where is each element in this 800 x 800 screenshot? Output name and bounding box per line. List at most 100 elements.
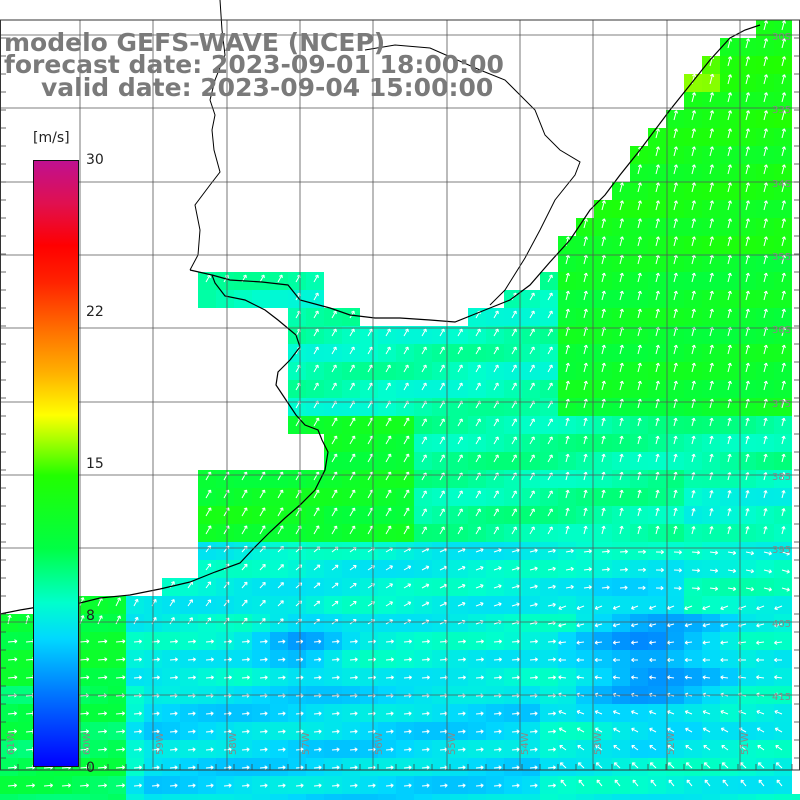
- wind-cell: [594, 524, 612, 542]
- wind-cell: [702, 380, 720, 398]
- wind-cell: [684, 542, 702, 560]
- wind-arrow: [781, 435, 786, 445]
- wind-cell: [666, 488, 684, 506]
- wind-arrow: [709, 568, 719, 573]
- wind-cell: [558, 740, 576, 758]
- wind-arrow: [601, 507, 606, 517]
- wind-cell: [666, 506, 684, 524]
- wind-cell: [306, 794, 324, 800]
- wind-cell: [630, 434, 648, 452]
- wind-cell: [702, 164, 720, 182]
- wind-cell: [702, 794, 720, 800]
- wind-cell: [414, 632, 432, 650]
- wind-cell: [234, 794, 252, 800]
- wind-cell: [576, 596, 594, 614]
- lat-label: 395: [772, 545, 791, 556]
- wind-arrow: [763, 164, 769, 175]
- wind-cell: [630, 398, 648, 416]
- wind-cell: [720, 614, 738, 632]
- colorbar-tick-30: 30: [86, 152, 104, 168]
- wind-cell: [162, 722, 180, 740]
- wind-arrow: [421, 436, 427, 445]
- wind-cell: [720, 290, 738, 308]
- wind-cell: [648, 236, 666, 254]
- wind-arrow: [691, 236, 697, 247]
- wind-arrow: [781, 236, 787, 247]
- wind-arrow: [763, 20, 769, 31]
- wind-cell: [0, 632, 18, 650]
- wind-cell: [576, 524, 594, 542]
- wind-arrow: [673, 453, 678, 463]
- wind-cell: [738, 506, 756, 524]
- wind-arrow: [745, 308, 750, 319]
- wind-arrow: [781, 344, 786, 355]
- wind-cell: [486, 722, 504, 740]
- wind-arrow: [709, 164, 715, 175]
- wind-cell: [486, 668, 504, 686]
- wind-cell: [252, 704, 270, 722]
- wind-arrow: [673, 164, 679, 175]
- wind-arrow: [727, 92, 733, 103]
- wind-cell: [684, 740, 702, 758]
- wind-arrow: [313, 507, 320, 517]
- wind-cell: [666, 470, 684, 488]
- wind-cell: [0, 776, 18, 794]
- wind-arrow: [565, 272, 570, 283]
- wind-cell: [720, 632, 738, 650]
- wind-arrow: [727, 508, 732, 517]
- wind-cell: [738, 650, 756, 668]
- wind-vector-field: [7, 20, 790, 788]
- wind-cell: [504, 596, 522, 614]
- wind-cell: [684, 596, 702, 614]
- wind-arrow: [547, 328, 553, 337]
- wind-cell: [0, 650, 18, 668]
- wind-cell: [756, 578, 774, 596]
- wind-cell: [702, 74, 720, 92]
- wind-cell: [612, 308, 630, 326]
- wind-cell: [18, 632, 36, 650]
- wind-arrow: [637, 525, 642, 535]
- wind-cell: [180, 704, 198, 722]
- wind-cell: [576, 236, 594, 254]
- wind-arrow: [421, 346, 427, 355]
- wind-arrow: [511, 584, 520, 589]
- wind-cell: [648, 740, 666, 758]
- wind-cell: [702, 362, 720, 380]
- wind-arrow: [403, 364, 409, 373]
- wind-cell: [126, 650, 144, 668]
- wind-cell: [702, 254, 720, 272]
- wind-cell: [630, 758, 648, 776]
- wind-cell: [360, 740, 378, 758]
- wind-cell: [774, 272, 792, 290]
- wind-cell: [684, 668, 702, 686]
- wind-cell: [720, 254, 738, 272]
- wind-arrow: [673, 525, 678, 535]
- wind-cell: [666, 704, 684, 722]
- wind-cell: [774, 416, 792, 434]
- wind-cell: [738, 614, 756, 632]
- wind-arrow: [781, 453, 786, 463]
- wind-cell: [504, 668, 522, 686]
- wind-arrow: [781, 417, 786, 427]
- wind-cell: [684, 776, 702, 794]
- wind-arrow: [781, 92, 787, 103]
- wind-cell: [720, 434, 738, 452]
- wind-arrow: [475, 566, 484, 571]
- wind-cell: [450, 560, 468, 578]
- wind-cell: [324, 758, 342, 776]
- wind-arrow: [637, 398, 642, 409]
- wind-cell: [468, 560, 486, 578]
- wind-arrow: [709, 508, 714, 517]
- wind-cell: [558, 506, 576, 524]
- wind-cell: [558, 722, 576, 740]
- wind-cell: [270, 758, 288, 776]
- wind-cell: [738, 452, 756, 470]
- wind-arrow: [727, 56, 733, 67]
- wind-arrow: [79, 597, 85, 607]
- wind-arrow: [511, 548, 520, 553]
- wind-arrow: [601, 453, 606, 463]
- wind-arrow: [781, 362, 786, 373]
- wind-arrow: [475, 584, 484, 589]
- wind-arrow: [763, 526, 768, 535]
- wind-arrow: [565, 417, 570, 427]
